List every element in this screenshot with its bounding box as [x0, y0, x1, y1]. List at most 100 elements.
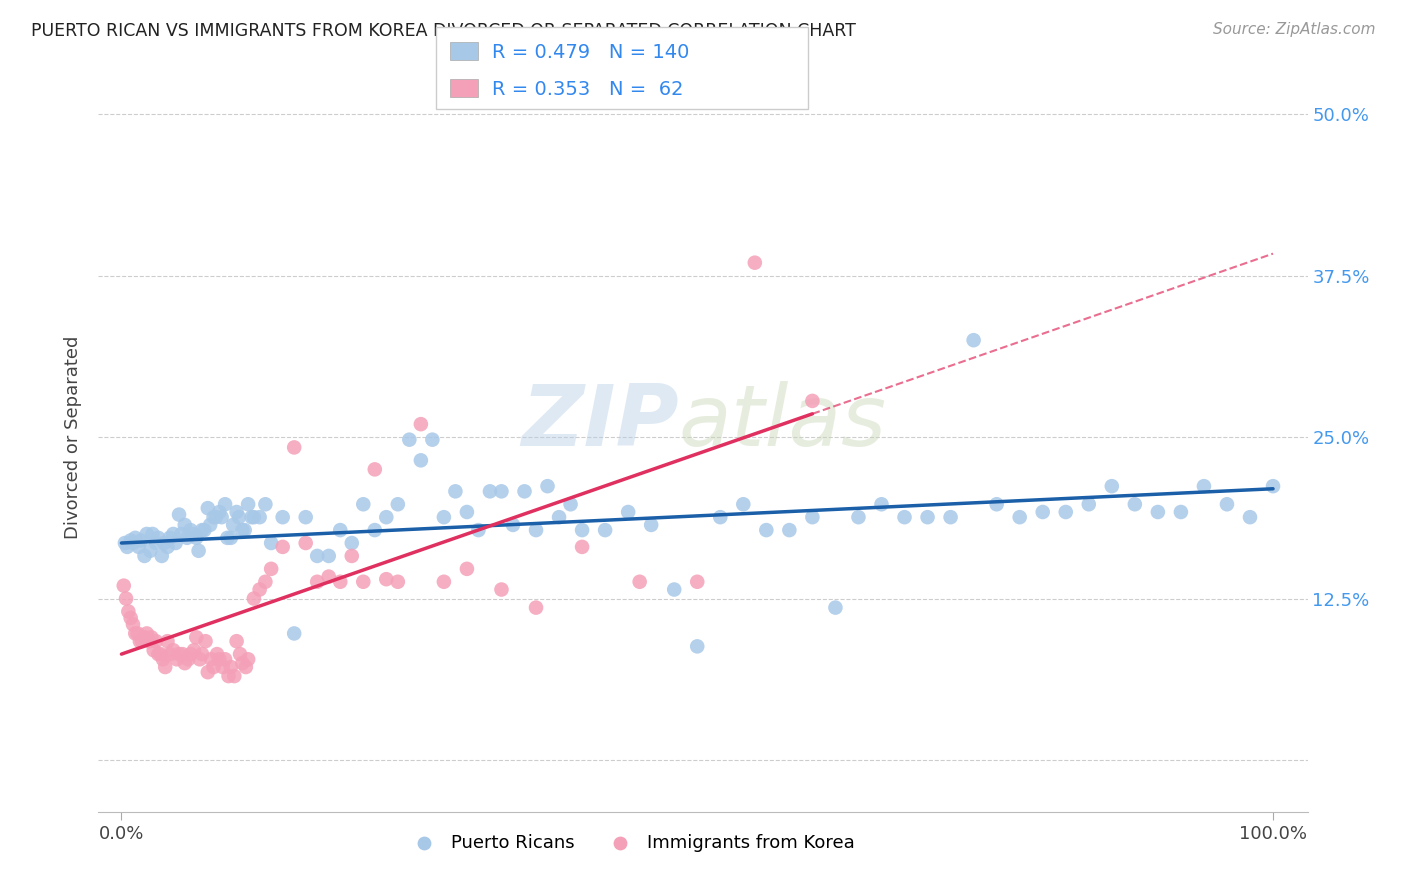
Point [205, 647, 228, 661]
Point [801, 510, 824, 524]
Point [398, 433, 420, 447]
Point [114, 536, 136, 550]
Point [778, 523, 800, 537]
Y-axis label: Divorced or Separated: Divorced or Separated [65, 335, 83, 539]
Point [243, 591, 266, 606]
Point [456, 505, 478, 519]
Point [202, 660, 225, 674]
Point [194, 634, 217, 648]
Point [188, 652, 211, 666]
Point [1032, 505, 1054, 519]
Point [156, 634, 179, 648]
Point [271, 540, 294, 554]
Point [112, 579, 135, 593]
Point [524, 523, 547, 537]
Point [124, 531, 146, 545]
Point [307, 574, 329, 589]
Point [145, 634, 167, 648]
Point [150, 549, 173, 563]
Point [138, 634, 160, 648]
Point [986, 497, 1008, 511]
Point [115, 591, 138, 606]
Point [502, 517, 524, 532]
Point [127, 626, 149, 640]
Point [167, 647, 190, 661]
Point [1077, 497, 1099, 511]
Point [135, 527, 157, 541]
Point [231, 523, 253, 537]
Point [211, 510, 233, 524]
Point [117, 605, 139, 619]
Point [1147, 505, 1170, 519]
Point [617, 505, 640, 519]
Text: Source: ZipAtlas.com: Source: ZipAtlas.com [1212, 22, 1375, 37]
Point [120, 533, 142, 548]
Point [131, 634, 153, 648]
Point [205, 510, 228, 524]
Point [243, 510, 266, 524]
Point [848, 510, 870, 524]
Point [236, 652, 259, 666]
Point [162, 643, 184, 657]
Point [167, 508, 190, 522]
Point [153, 536, 176, 550]
Point [686, 640, 709, 654]
Point [208, 652, 231, 666]
Point [225, 505, 247, 519]
Point [177, 652, 200, 666]
Point [433, 510, 456, 524]
Point [755, 523, 778, 537]
Point [640, 517, 662, 532]
Point [571, 540, 593, 554]
Point [219, 660, 242, 674]
Point [135, 626, 157, 640]
Point [1054, 505, 1077, 519]
Point [1216, 497, 1239, 511]
Point [134, 549, 156, 563]
Point [217, 531, 239, 545]
Point [145, 536, 167, 550]
Point [187, 543, 209, 558]
Point [254, 574, 277, 589]
Point [186, 630, 208, 644]
Point [155, 660, 177, 674]
Point [120, 611, 142, 625]
Text: ZIP: ZIP [522, 381, 679, 464]
Text: R = 0.353   N =  62: R = 0.353 N = 62 [492, 80, 683, 99]
Point [491, 582, 513, 597]
Point [225, 634, 247, 648]
Point [271, 510, 294, 524]
Point [173, 656, 195, 670]
Point [214, 497, 236, 511]
Point [686, 574, 709, 589]
Point [249, 582, 271, 597]
Point [197, 665, 219, 680]
Point [134, 630, 156, 644]
Point [156, 540, 179, 554]
Point [254, 497, 277, 511]
Point [233, 523, 256, 537]
Point [801, 393, 824, 408]
Point [172, 647, 194, 661]
Point [456, 562, 478, 576]
Point [219, 531, 242, 545]
Point [139, 543, 162, 558]
Point [218, 669, 240, 683]
Point [197, 501, 219, 516]
Point [307, 549, 329, 563]
Point [224, 669, 246, 683]
Point [318, 569, 340, 583]
Point [236, 497, 259, 511]
Point [375, 572, 398, 586]
Point [329, 574, 352, 589]
Point [870, 497, 893, 511]
Point [513, 484, 536, 499]
Point [148, 531, 170, 545]
Point [593, 523, 616, 537]
Point [375, 510, 398, 524]
Point [166, 652, 188, 666]
Point [352, 574, 374, 589]
Point [387, 497, 409, 511]
Point [183, 643, 205, 657]
Point [294, 510, 316, 524]
